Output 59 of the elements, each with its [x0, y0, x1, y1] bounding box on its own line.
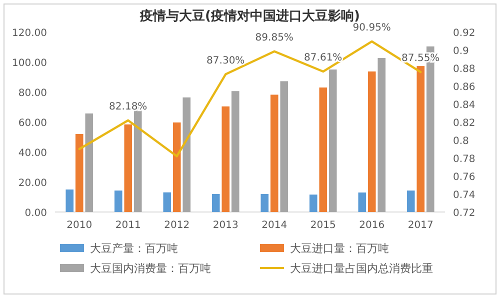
legend-label: 大豆国内消费量：百万吨 [90, 262, 211, 275]
y2-tick-label: 0.9 [453, 46, 469, 57]
bar [406, 190, 415, 212]
legend-label: 大豆进口量占国内总消费比重 [290, 262, 433, 275]
bar [212, 194, 220, 212]
x-tick-label: 2014 [262, 220, 288, 231]
x-tick-label: 2016 [359, 220, 385, 231]
y2-tick-label: 0.8 [453, 136, 469, 147]
y-tick-label: 60.00 [18, 118, 47, 129]
bar [260, 194, 269, 212]
bar [328, 70, 337, 212]
bar [358, 192, 366, 212]
chart-title: 疫情与大豆(疫情对中国进口大豆影响) [139, 8, 360, 24]
bar [368, 71, 376, 212]
bar [75, 134, 84, 212]
y2-tick-label: 0.86 [453, 82, 476, 93]
x-tick-label: 2013 [212, 220, 238, 231]
bar [270, 94, 278, 212]
x-tick-label: 2011 [115, 220, 141, 231]
bar [66, 190, 74, 212]
x-tick-label: 2012 [164, 220, 190, 231]
y2-tick-label: 0.78 [453, 154, 476, 165]
data-label: 87.30% [206, 55, 245, 66]
y2-tick-label: 0.76 [453, 172, 476, 183]
y-tick-label: 40.00 [18, 148, 47, 159]
bar [319, 88, 328, 212]
data-label: 87.55% [402, 53, 440, 64]
x-tick-label: 2015 [310, 220, 336, 231]
data-label: 82.18% [109, 101, 148, 112]
x-tick-label: 2017 [408, 220, 434, 231]
x-tick-label: 2010 [66, 220, 92, 231]
bar [309, 194, 318, 212]
y2-tick-label: 0.84 [453, 100, 476, 111]
bar [124, 124, 132, 212]
data-label: 87.61% [304, 52, 342, 64]
legend-label: 大豆产量：百万吨 [90, 242, 178, 255]
y2-tick-label: 0.88 [453, 64, 476, 75]
y2-tick-label: 0.82 [453, 118, 476, 129]
y-tick-label: 120.00 [12, 28, 47, 39]
bar [163, 192, 172, 212]
y-tick-label: 100.00 [12, 58, 47, 69]
data-label: 89.85% [255, 32, 294, 44]
bar [416, 66, 425, 212]
bar [280, 81, 288, 212]
bar [182, 97, 191, 212]
y-tick-label: 0.00 [24, 208, 47, 219]
legend-label: 大豆进口量：百万吨 [290, 242, 389, 255]
y-tick-label: 20.00 [18, 178, 47, 189]
data-label: 90.95% [352, 22, 391, 34]
bar [231, 91, 240, 212]
y2-tick-label: 0.72 [453, 208, 476, 219]
bar [172, 122, 181, 212]
bar [114, 190, 122, 212]
bar [85, 113, 94, 212]
y2-tick-label: 0.74 [453, 190, 476, 201]
y-tick-label: 80.00 [18, 88, 47, 99]
y2-tick-label: 0.92 [453, 28, 476, 39]
bar [222, 106, 230, 212]
bar [378, 58, 386, 212]
